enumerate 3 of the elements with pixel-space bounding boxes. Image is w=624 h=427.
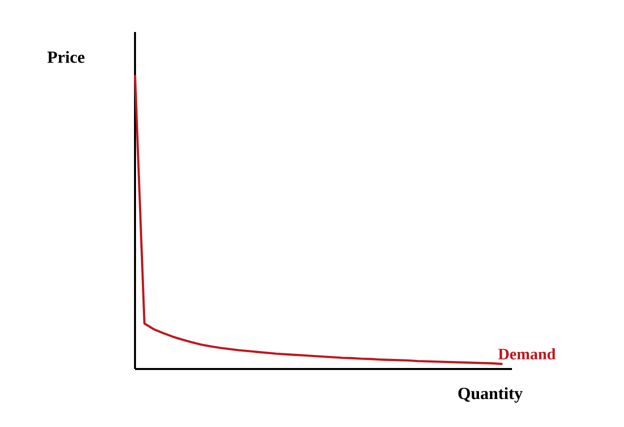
series-label: Demand <box>498 348 556 360</box>
x-axis-title: Quantity <box>458 387 523 403</box>
y-axis-title: Price <box>47 50 84 63</box>
